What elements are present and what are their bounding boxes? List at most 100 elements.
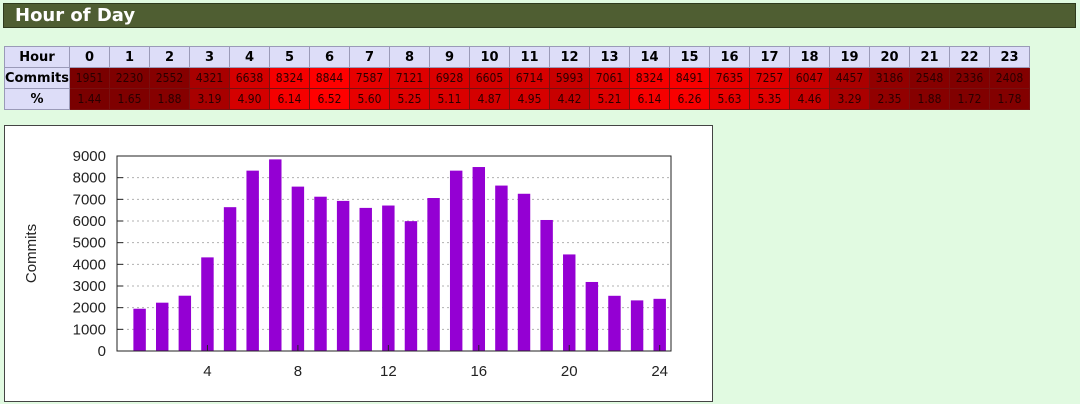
x-axis: 4 8 12 16 20 24 [203,345,668,380]
hour-header-cell: 16 [709,46,750,68]
commits-cell: 7257 [749,67,790,89]
row-label-percent: % [4,88,70,110]
commits-cell: 8491 [669,67,710,89]
bar [608,295,621,351]
row-label-commits: Commits [4,67,70,89]
bar [404,221,418,351]
bar [427,198,440,351]
bar [201,257,214,351]
bar [178,295,192,351]
y-tick-label: 7000 [73,191,106,208]
percent-cell: 1.72 [949,88,990,110]
x-tick-label: 24 [651,363,668,380]
section-header: Hour of Day [3,3,1076,28]
percent-cell: 1.88 [909,88,950,110]
percent-cell: 5.63 [709,88,750,110]
bar [246,170,259,351]
table-row-hour: Hour 0 1 2 3 4 5 6 7 8 9 10 11 12 13 14 15 16 17 18 19 20 21 2… [4,46,1030,68]
hour-header-cell: 11 [509,46,550,68]
commits-cell: 2336 [949,67,990,89]
hour-commits-table: Hour 0 1 2 3 4 5 6 7 8 9 10 11 12 13 14 15 16 17 18 19 20 21 2… [4,46,1030,110]
hour-header-cell: 9 [429,46,470,68]
x-tick-label: 8 [294,363,302,380]
table-row-commits: Commits 1951 2230 2552 4321 6638 8324 8844 7587… [4,67,1030,89]
commits-by-hour-chart: 0 1000 2000 3000 4000 5000 6000 7000 8000 9000 4 8… [4,125,713,402]
y-tick-label: 4000 [73,256,106,273]
bar [653,298,666,351]
commits-cell: 2408 [989,67,1030,89]
hour-header-cell: 0 [69,46,110,68]
percent-cell: 3.19 [189,88,230,110]
y-axis-label: Commits [23,224,40,283]
percent-cell: 2.35 [869,88,910,110]
hour-header-cell: 17 [749,46,790,68]
y-axis: 0 1000 2000 3000 4000 5000 6000 7000 8000 9000 [73,148,123,360]
commits-cell: 2230 [109,67,150,89]
commits-cell: 8324 [269,67,310,89]
hour-header-cell: 1 [109,46,150,68]
hour-header-cell: 5 [269,46,310,68]
percent-cell: 6.14 [629,88,670,110]
bar [336,200,350,351]
commits-cell: 6605 [469,67,510,89]
bar [314,196,327,351]
bar [563,254,576,351]
percent-cell: 1.65 [109,88,150,110]
hour-header-cell: 8 [389,46,430,68]
hour-header-cell: 12 [549,46,590,68]
bar [133,308,146,351]
commits-cell: 7121 [389,67,430,89]
y-tick-label: 9000 [73,148,106,165]
percent-cell: 4.95 [509,88,550,110]
section-title: Hour of Day [15,5,136,26]
bar [269,159,282,351]
hour-header-cell: 14 [629,46,670,68]
commits-cell: 7635 [709,67,750,89]
commits-cell: 8844 [309,67,350,89]
y-tick-label: 2000 [73,300,106,317]
bar [585,281,599,351]
hour-header-cell: 6 [309,46,350,68]
y-tick-label: 6000 [73,213,106,230]
hour-header-cell: 15 [669,46,710,68]
percent-cell: 4.90 [229,88,270,110]
x-tick-label: 12 [380,363,397,380]
hour-header-cell: 10 [469,46,510,68]
table-row-percent: % 1.44 1.65 1.88 3.19 4.90 6.14 6.52 5.60 5.25 5.… [4,88,1030,110]
bar [223,207,237,351]
bar [291,186,305,351]
commits-cell: 7587 [349,67,390,89]
commits-cell: 6928 [429,67,470,89]
percent-cell: 5.21 [589,88,630,110]
bar [517,193,531,351]
commits-cell: 2548 [909,67,950,89]
bar [156,302,169,351]
commits-cell: 8324 [629,67,670,89]
percent-cell: 5.11 [429,88,470,110]
percent-cell: 4.87 [469,88,510,110]
commits-cell: 7061 [589,67,630,89]
commits-cell: 1951 [69,67,110,89]
percent-cell: 4.42 [549,88,590,110]
bar [540,219,553,351]
row-label-hour: Hour [4,46,70,68]
bar [495,185,508,351]
commits-cell: 6714 [509,67,550,89]
hour-header-cell: 20 [869,46,910,68]
y-tick-label: 5000 [73,235,106,252]
percent-cell: 6.52 [309,88,350,110]
hour-header-cell: 4 [229,46,270,68]
hour-header-cell: 21 [909,46,950,68]
percent-cell: 3.29 [829,88,870,110]
percent-cell: 5.60 [349,88,390,110]
percent-cell: 1.88 [149,88,190,110]
hour-header-cell: 23 [989,46,1030,68]
x-tick-label: 20 [561,363,578,380]
hour-header-cell: 18 [789,46,830,68]
percent-cell: 6.26 [669,88,710,110]
chart-svg: 0 1000 2000 3000 4000 5000 6000 7000 8000 9000 4 8… [23,148,672,380]
percent-cell: 4.46 [789,88,830,110]
commits-cell: 6047 [789,67,830,89]
y-tick-label: 8000 [73,170,106,187]
commits-cell: 2552 [149,67,190,89]
